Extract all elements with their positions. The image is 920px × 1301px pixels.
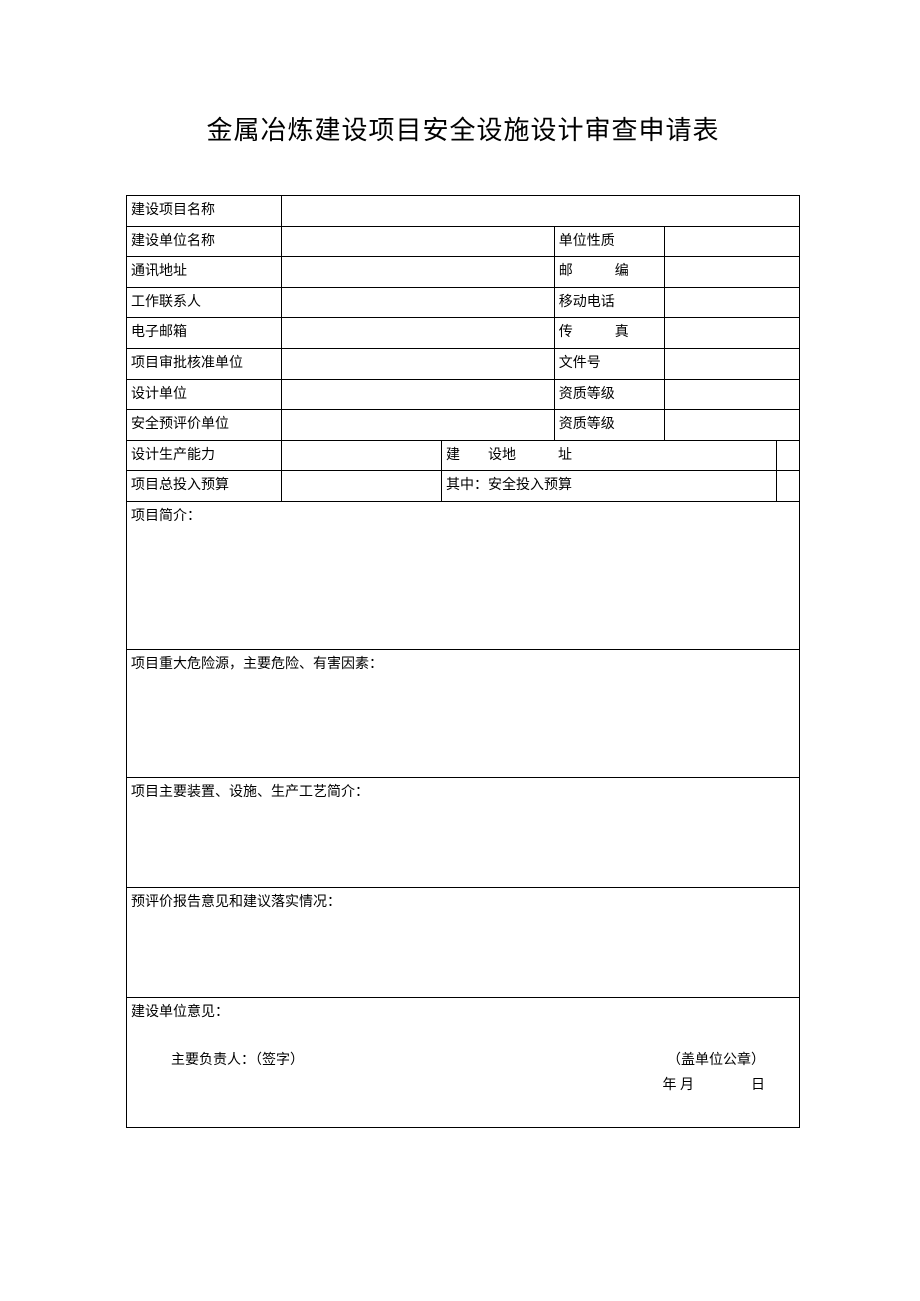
table-row: 设计单位 资质等级 (127, 379, 800, 410)
field-fax[interactable] (664, 318, 799, 349)
label-signer: 主要负责人：（签字） (171, 1051, 304, 1071)
label-unit-nature: 单位性质 (554, 226, 664, 257)
table-row: 预评价报告意见和建议落实情况： (127, 887, 800, 997)
label-build-location: 建 设地 址 (442, 440, 777, 471)
table-row: 设计生产能力 建 设地 址 (127, 440, 800, 471)
label-equipment: 项目主要装置、设施、生产工艺简介： (131, 785, 369, 800)
field-qual-level2[interactable] (664, 410, 799, 441)
table-row: 项目简介： (127, 501, 800, 649)
label-evaluation: 预评价报告意见和建议落实情况： (131, 895, 341, 910)
label-stamp: （盖单位公章） (667, 1051, 765, 1071)
field-approval-unit[interactable] (282, 348, 555, 379)
label-hazards: 项目重大危险源，主要危险、有害因素： (131, 657, 383, 672)
table-row: 建设单位意见： 主要负责人：（签字） （盖单位公章） 年 月 日 (127, 997, 800, 1127)
label-address: 通讯地址 (127, 257, 282, 288)
field-contact[interactable] (282, 287, 555, 318)
page-title: 金属冶炼建设项目安全设施设计审查申请表 (126, 110, 800, 147)
label-project-intro: 项目简介： (131, 509, 201, 524)
label-doc-no: 文件号 (554, 348, 664, 379)
label-date-year-month: 年 月 (663, 1078, 695, 1093)
field-build-location[interactable] (777, 440, 800, 471)
label-mobile: 移动电话 (554, 287, 664, 318)
label-design-unit: 设计单位 (127, 379, 282, 410)
field-unit-nature[interactable] (664, 226, 799, 257)
table-row: 项目重大危险源，主要危险、有害因素： (127, 649, 800, 777)
field-postcode[interactable] (664, 257, 799, 288)
table-row: 工作联系人 移动电话 (127, 287, 800, 318)
field-design-unit[interactable] (282, 379, 555, 410)
field-address[interactable] (282, 257, 555, 288)
field-safety-budget[interactable] (777, 471, 800, 502)
section-hazards[interactable]: 项目重大危险源，主要危险、有害因素： (127, 649, 800, 777)
label-postcode: 邮 编 (554, 257, 664, 288)
application-form-table: 建设项目名称 建设单位名称 单位性质 通讯地址 邮 编 工作联系人 移动电话 电… (126, 195, 800, 1128)
field-safety-eval-unit[interactable] (282, 410, 555, 441)
table-row: 建设项目名称 (127, 196, 800, 227)
table-row: 项目总投入预算 其中：安全投入预算 (127, 471, 800, 502)
label-opinion: 建设单位意见： (131, 1003, 795, 1023)
table-row: 建设单位名称 单位性质 (127, 226, 800, 257)
label-project-name: 建设项目名称 (127, 196, 282, 227)
section-equipment[interactable]: 项目主要装置、设施、生产工艺简介： (127, 777, 800, 887)
field-project-name[interactable] (282, 196, 800, 227)
label-contact: 工作联系人 (127, 287, 282, 318)
field-design-capacity[interactable] (282, 440, 442, 471)
label-date-day: 日 (751, 1078, 765, 1093)
section-opinion[interactable]: 建设单位意见： 主要负责人：（签字） （盖单位公章） 年 月 日 (127, 997, 800, 1127)
label-qual-level1: 资质等级 (554, 379, 664, 410)
label-safety-budget: 其中：安全投入预算 (442, 471, 777, 502)
section-evaluation[interactable]: 预评价报告意见和建议落实情况： (127, 887, 800, 997)
table-row: 安全预评价单位 资质等级 (127, 410, 800, 441)
table-row: 电子邮箱 传 真 (127, 318, 800, 349)
label-fax: 传 真 (554, 318, 664, 349)
label-unit-name: 建设单位名称 (127, 226, 282, 257)
section-project-intro[interactable]: 项目简介： (127, 501, 800, 649)
field-mobile[interactable] (664, 287, 799, 318)
label-total-budget: 项目总投入预算 (127, 471, 282, 502)
field-qual-level1[interactable] (664, 379, 799, 410)
label-design-capacity: 设计生产能力 (127, 440, 282, 471)
field-email[interactable] (282, 318, 555, 349)
table-row: 通讯地址 邮 编 (127, 257, 800, 288)
label-qual-level2: 资质等级 (554, 410, 664, 441)
label-safety-eval-unit: 安全预评价单位 (127, 410, 282, 441)
table-row: 项目审批核准单位 文件号 (127, 348, 800, 379)
field-unit-name[interactable] (282, 226, 555, 257)
table-row: 项目主要装置、设施、生产工艺简介： (127, 777, 800, 887)
label-email: 电子邮箱 (127, 318, 282, 349)
label-approval-unit: 项目审批核准单位 (127, 348, 282, 379)
field-total-budget[interactable] (282, 471, 442, 502)
field-doc-no[interactable] (664, 348, 799, 379)
